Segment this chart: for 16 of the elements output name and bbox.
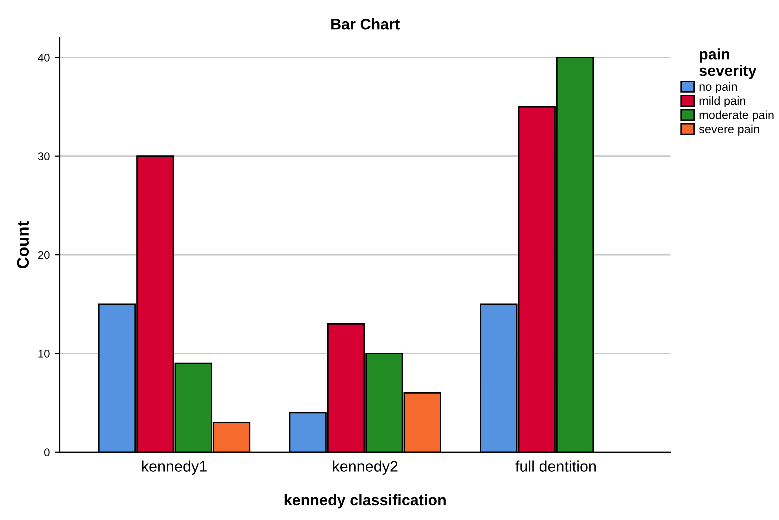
legend-label: severe pain bbox=[699, 124, 760, 136]
chart-title: Bar Chart bbox=[332, 18, 400, 30]
legend-title: pain severity bbox=[700, 48, 757, 80]
legend-label: no pain bbox=[700, 82, 738, 94]
y-tick-label: 30 bbox=[38, 152, 50, 161]
legend-label: mild pain bbox=[700, 96, 746, 108]
x-tick-label: kennedy1 bbox=[142, 460, 207, 475]
x-tick-label: full dentition bbox=[516, 460, 596, 472]
y-tick-label: 0 bbox=[44, 448, 50, 457]
y-tick-label: 10 bbox=[38, 350, 50, 358]
y-tick-label: 20 bbox=[38, 251, 50, 260]
x-axis-title: kennedy classification bbox=[284, 494, 446, 509]
y-axis-title: Count bbox=[17, 221, 30, 269]
y-tick-label: 40 bbox=[38, 54, 50, 62]
x-tick-label: kennedy2 bbox=[333, 460, 398, 475]
legend-label: moderate pain bbox=[700, 110, 774, 122]
